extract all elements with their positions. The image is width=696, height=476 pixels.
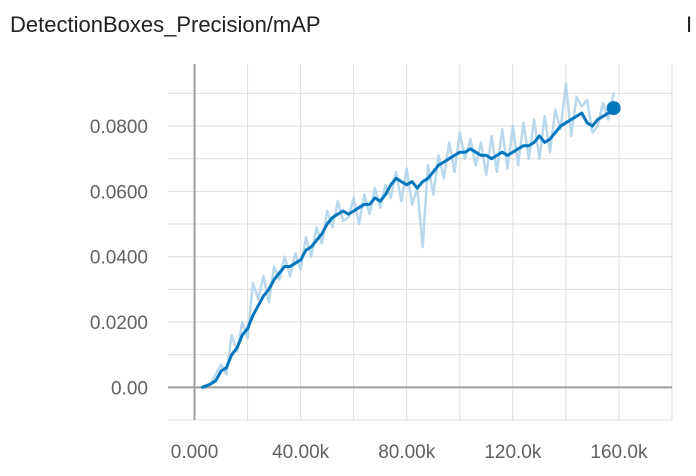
y-tick-label: 0.0800 [90,117,148,138]
y-tick-label: 0.0600 [90,182,148,203]
x-tick-label: 120.0k [484,442,542,463]
chart-title: DetectionBoxes_Precision/mAP [10,12,321,37]
y-tick-label: 0.0200 [90,313,148,334]
grid [168,64,673,421]
x-tick-label: 80.00k [378,442,436,463]
x-tick-label: 160.0k [590,442,648,463]
series-line-raw [201,82,615,389]
y-tick-label: 0.00 [111,378,148,399]
last-point-marker [606,101,621,116]
y-tick-label: 0.0400 [90,248,148,269]
x-tick-label: 0.000 [171,442,219,463]
axes [168,64,672,420]
next-chart-title-fragment: I [686,12,693,37]
x-tick-label: 40.00k [272,442,330,463]
series-line-smoothed [201,106,616,389]
tick-labels: 0.000 40.00k 80.00k 120.0k 160.0k 0.00 0.0200 0… [90,117,648,463]
series-layer [201,82,621,389]
